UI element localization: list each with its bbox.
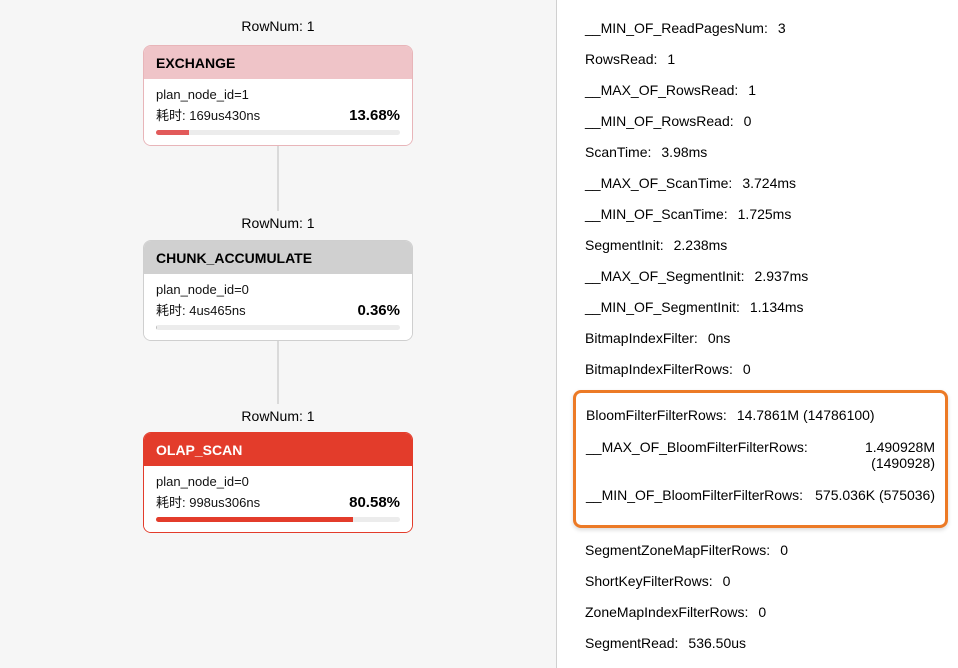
metric-row: __MIN_OF_SegmentInit: 1.134ms	[585, 299, 946, 315]
metric-value: 3.98ms	[661, 144, 707, 160]
metric-key: ScanTime:	[585, 144, 651, 160]
metric-row: BitmapIndexFilter: 0ns	[585, 330, 946, 346]
metric-key: __MIN_OF_RowsRead:	[585, 113, 734, 129]
metric-row: SegmentInit: 2.238ms	[585, 237, 946, 253]
metric-row: SegmentZoneMapFilterRows: 0	[585, 542, 946, 558]
plan-node-title: EXCHANGE	[144, 46, 412, 79]
metric-value: 1.725ms	[738, 206, 792, 222]
metric-value: 1.490928M (1490928)	[818, 439, 935, 471]
metric-key: ZoneMapIndexFilterRows:	[585, 604, 748, 620]
metric-key: __MIN_OF_SegmentInit:	[585, 299, 740, 315]
metric-row: __MAX_OF_RowsRead: 1	[585, 82, 946, 98]
metric-key: __MIN_OF_ReadPagesNum:	[585, 20, 768, 36]
metric-row: ScanTime: 3.98ms	[585, 144, 946, 160]
plan-percent: 13.68%	[349, 107, 400, 124]
arrow	[278, 336, 279, 404]
progress-fill	[156, 517, 353, 522]
metric-row: ShortKeyFilterRows: 0	[585, 573, 946, 589]
plan-time: 耗时: 4us465ns	[156, 300, 246, 319]
metric-key: SegmentInit:	[585, 237, 664, 253]
plan-time: 耗时: 998us306ns	[156, 492, 260, 511]
metric-key: BloomFilterFilterRows:	[586, 407, 727, 423]
metric-row: SegmentRead: 536.50us	[585, 635, 946, 651]
plan-time: 耗时: 169us430ns	[156, 105, 260, 124]
plan-node[interactable]: EXCHANGE plan_node_id=1 耗时: 169us430ns 13.6…	[143, 45, 413, 146]
metric-row: __MIN_OF_ScanTime: 1.725ms	[585, 206, 946, 222]
metric-key: __MIN_OF_BloomFilterFilterRows:	[586, 487, 803, 503]
metric-key: __MAX_OF_ScanTime:	[585, 175, 732, 191]
metric-row: BloomFilterFilterRows: 14.7861M (14786100…	[586, 407, 935, 423]
metric-row: __MAX_OF_BloomFilterFilterRows: 1.490928M…	[586, 439, 935, 471]
metric-row: __MAX_OF_ScanTime: 3.724ms	[585, 175, 946, 191]
plan-node[interactable]: OLAP_SCAN plan_node_id=0 耗时: 998us306ns 80.…	[143, 432, 413, 533]
metric-value: 3	[778, 20, 786, 36]
highlight-box: BloomFilterFilterRows: 14.7861M (14786100…	[573, 390, 948, 528]
rownum-label: RowNum: 1	[241, 408, 314, 424]
progress-track	[156, 325, 400, 330]
metric-value: 575.036K (575036)	[813, 487, 935, 503]
metric-value: 0	[723, 573, 731, 589]
progress-track	[156, 517, 400, 522]
metric-value: 536.50us	[688, 635, 746, 651]
metric-row: __MIN_OF_RowsRead: 0	[585, 113, 946, 129]
metric-value: 1.134ms	[750, 299, 804, 315]
plan-node-title: OLAP_SCAN	[144, 433, 412, 466]
metric-value: 14.7861M (14786100)	[737, 407, 875, 423]
query-plan-diagram: RowNum: 1RowNum: 1RowNum: 1EXCHANGEplan_…	[0, 0, 557, 668]
metric-key: ShortKeyFilterRows:	[585, 573, 713, 589]
metric-row: ZoneMapIndexFilterRows: 0	[585, 604, 946, 620]
metric-value: 2.238ms	[674, 237, 728, 253]
plan-id: plan_node_id=1	[156, 87, 400, 102]
metrics-panel: __MIN_OF_ReadPagesNum:3RowsRead:1__MAX_O…	[557, 0, 958, 668]
arrow	[278, 143, 279, 211]
metric-key: __MAX_OF_RowsRead:	[585, 82, 738, 98]
metric-value: 0ns	[708, 330, 731, 346]
metric-key: BitmapIndexFilterRows:	[585, 361, 733, 377]
metric-value: 0	[744, 113, 752, 129]
plan-node-title: CHUNK_ACCUMULATE	[144, 241, 412, 274]
metric-key: __MAX_OF_BloomFilterFilterRows:	[586, 439, 808, 455]
metric-value: 2.937ms	[755, 268, 809, 284]
progress-fill	[156, 325, 157, 330]
plan-percent: 80.58%	[349, 494, 400, 511]
plan-node-body: plan_node_id=1 耗时: 169us430ns 13.68%	[144, 79, 412, 145]
plan-id: plan_node_id=0	[156, 474, 400, 489]
metric-row: BitmapIndexFilterRows: 0	[585, 361, 946, 377]
metric-key: RowsRead:	[585, 51, 657, 67]
metric-value: 0	[743, 361, 751, 377]
progress-fill	[156, 130, 189, 135]
plan-node[interactable]: CHUNK_ACCUMULATE plan_node_id=0 耗时: 4us465…	[143, 240, 413, 341]
metric-row: __MAX_OF_SegmentInit: 2.937ms	[585, 268, 946, 284]
metric-value: 0	[780, 542, 788, 558]
metric-value: 1	[748, 82, 756, 98]
plan-node-body: plan_node_id=0 耗时: 4us465ns 0.36%	[144, 274, 412, 340]
metric-value: 0	[758, 604, 766, 620]
metric-value: 1	[667, 51, 675, 67]
metric-key: SegmentRead:	[585, 635, 678, 651]
metric-value: 3.724ms	[742, 175, 796, 191]
metric-row: RowsRead: 1	[585, 51, 946, 67]
metric-key: BitmapIndexFilter:	[585, 330, 698, 346]
progress-track	[156, 130, 400, 135]
rownum-label: RowNum: 1	[241, 18, 314, 34]
metric-row: __MIN_OF_BloomFilterFilterRows: 575.036K …	[586, 487, 935, 503]
rownum-label: RowNum: 1	[241, 215, 314, 231]
plan-node-body: plan_node_id=0 耗时: 998us306ns 80.58%	[144, 466, 412, 532]
metric-key: __MAX_OF_SegmentInit:	[585, 268, 745, 284]
metric-row: __MIN_OF_ReadPagesNum: 3	[585, 20, 946, 36]
metric-key: SegmentZoneMapFilterRows:	[585, 542, 770, 558]
metric-key: __MIN_OF_ScanTime:	[585, 206, 728, 222]
plan-id: plan_node_id=0	[156, 282, 400, 297]
plan-percent: 0.36%	[357, 302, 400, 319]
